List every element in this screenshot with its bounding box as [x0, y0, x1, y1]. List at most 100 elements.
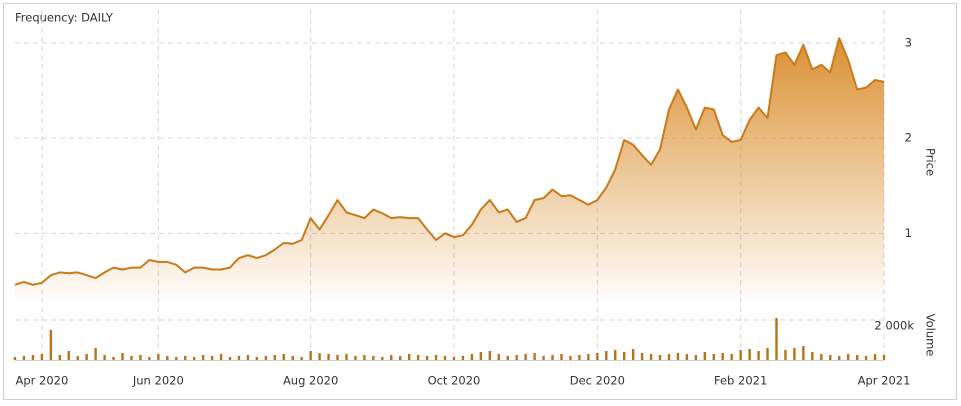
volume-bar [390, 355, 393, 360]
volume-bar [560, 354, 563, 360]
volume-bar [354, 356, 357, 360]
volume-bar [829, 355, 832, 360]
volume-bar [873, 354, 877, 360]
volume-bar [452, 357, 456, 360]
volume-bar [327, 354, 330, 360]
volume-bar [246, 355, 250, 360]
price-axis-title: Price [924, 148, 938, 176]
volume-bar [470, 354, 474, 360]
volume-bar [802, 346, 805, 360]
volume-bar [121, 353, 124, 360]
price-area [15, 38, 884, 300]
volume-bar [300, 357, 303, 360]
x-tick-label: Jun 2020 [132, 374, 184, 388]
volume-bar [336, 355, 339, 360]
volume-bar [130, 356, 133, 360]
volume-bar [399, 356, 402, 360]
volume-axis-title: Volume [924, 314, 938, 357]
x-tick-label: Apr 2021 [858, 374, 911, 388]
volume-bar [49, 330, 53, 360]
volume-bar [192, 357, 196, 360]
volume-bar [175, 357, 178, 360]
volume-bar [148, 357, 151, 360]
x-tick-label: Oct 2020 [428, 374, 481, 388]
volume-bar [103, 355, 106, 360]
volume-bar [542, 356, 545, 360]
volume-bar [381, 357, 384, 360]
volume-bar [793, 348, 796, 360]
volume-bar [596, 353, 599, 360]
volume-bar [228, 357, 232, 360]
volume-bar [372, 356, 375, 360]
y-tick-label: 2 [905, 131, 912, 145]
volume-bar [255, 357, 259, 360]
volume-bar [434, 355, 438, 360]
y2-tick-label: 2 000k [874, 319, 914, 333]
volume-bar [721, 353, 724, 360]
volume-bar [882, 355, 886, 360]
volume-bar [363, 355, 366, 360]
x-tick-label: Feb 2021 [714, 374, 767, 388]
volume-bar [846, 354, 850, 360]
volume-bar [40, 354, 44, 360]
volume-bar [309, 351, 312, 360]
volume-bar [67, 351, 70, 360]
volume-bar [488, 351, 492, 360]
volume-bar [766, 348, 769, 360]
volume-bar [658, 355, 662, 360]
volume-bar [694, 355, 698, 360]
volume-bar [461, 356, 465, 360]
volume-bar [739, 350, 742, 360]
y-tick-label: 3 [905, 35, 912, 49]
volume-bar [210, 356, 214, 360]
volume-bar [425, 356, 429, 360]
y-tick-label: 1 [905, 226, 912, 240]
volume-bar [219, 354, 223, 360]
volume-bar [569, 356, 572, 360]
volume-bar [838, 356, 841, 360]
volume-bar [622, 352, 626, 360]
volume-bar [685, 354, 689, 360]
volume-bar [407, 354, 411, 360]
volume-bar [345, 354, 348, 360]
volume-bar [443, 356, 447, 360]
volume-bar [31, 355, 35, 360]
volume-bar [667, 354, 671, 360]
volume-bar [22, 356, 26, 360]
volume-bar [291, 356, 294, 360]
volume-bar [497, 354, 500, 360]
volume-bar [479, 352, 483, 360]
volume-bar [166, 356, 169, 360]
volume-bar [649, 354, 653, 360]
x-tick-label: Aug 2020 [283, 374, 338, 388]
volume-bar [605, 351, 608, 360]
volume-bar [273, 355, 277, 360]
volume-bar [855, 355, 859, 360]
volume-bar [640, 353, 644, 360]
volume-bar [506, 356, 509, 360]
volume-bar [13, 357, 17, 360]
volume-bar [703, 352, 707, 360]
price-line [14, 37, 885, 286]
volume-bar [85, 354, 88, 360]
volume-bar [184, 356, 187, 360]
volume-bar [533, 353, 536, 360]
volume-bar [820, 354, 823, 360]
volume-bar [864, 356, 868, 360]
volume-bar [416, 355, 420, 360]
volume-bar [112, 357, 115, 360]
volume-bar [201, 355, 205, 360]
volume-bar [784, 350, 787, 360]
volume-bar [730, 354, 733, 360]
volume-bar [775, 318, 778, 360]
volume-bar [811, 352, 814, 360]
volume-bar [551, 355, 554, 360]
volume-bar [676, 353, 680, 360]
volume-bar [58, 355, 61, 360]
volume-bar [515, 355, 518, 360]
volume-bar [139, 355, 142, 360]
x-tick-label: Dec 2020 [570, 374, 625, 388]
volume-bar [614, 350, 617, 360]
x-tick-label: Apr 2020 [15, 374, 68, 388]
